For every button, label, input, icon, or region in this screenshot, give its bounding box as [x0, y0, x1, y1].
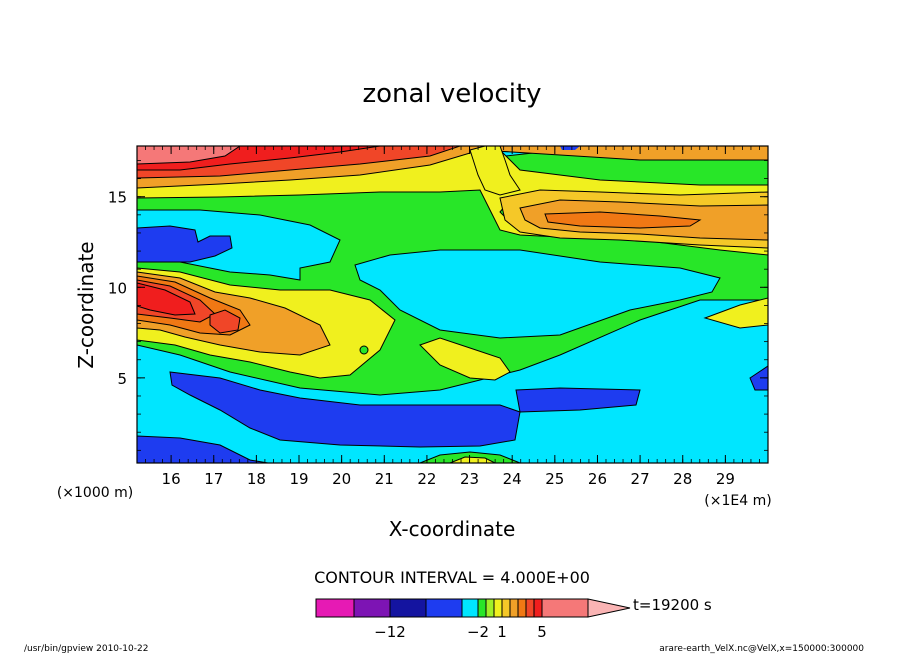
x-tick-label: 26: [588, 470, 607, 488]
footer-right: arare-earth_VelX.nc@VelX,x=150000:300000: [659, 644, 864, 654]
x-axis-ticks: 16 17 18 19 20 21 22 23 24 25 26 27 28 29: [136, 146, 769, 488]
right-edge-blue-cell: [749, 365, 768, 391]
x-tick-label: 28: [673, 470, 692, 488]
x-tick-label: 21: [375, 470, 394, 488]
y-axis-label: Z-coordinate: [74, 241, 98, 368]
contour-plot-area: [137, 146, 768, 463]
chart-title: zonal velocity: [362, 79, 541, 109]
right-yellow-edge: [703, 297, 768, 329]
colorbar-segment: [533, 598, 543, 618]
x-tick-label: 17: [204, 470, 223, 488]
yellow-vertical-plume: [469, 146, 521, 196]
colorbar-segment: [493, 598, 503, 618]
y-axis-ticks: 5 10 15: [108, 160, 768, 451]
x-tick-label: 20: [332, 470, 351, 488]
x-tick-label: 27: [631, 470, 650, 488]
colorbar-segment: [501, 598, 511, 618]
x-axis-label: X-coordinate: [389, 517, 516, 541]
colorbar: [315, 598, 631, 618]
x-unit-right: (×1E4 m): [704, 493, 771, 509]
colorbar-segment: [509, 598, 519, 618]
colorbar-tick-labels: −12 −2 1 5: [374, 623, 547, 641]
x-unit-left: (×1000 m): [57, 485, 133, 501]
colorbar-segment: [485, 598, 495, 618]
colorbar-segment: [541, 598, 589, 618]
lower-blue-band: [169, 371, 521, 448]
y-tick-label: 10: [108, 279, 127, 297]
colorbar-segment: [389, 598, 427, 618]
small-green-cell: [359, 345, 369, 355]
colorbar-segment: [461, 598, 479, 618]
colorbar-segment: [353, 598, 391, 618]
x-tick-label: 23: [460, 470, 479, 488]
footer-left: /usr/bin/gpview 2010-10-22: [24, 644, 148, 654]
colorbar-tick-label: 1: [497, 623, 507, 641]
y-tick-label: 5: [117, 370, 127, 388]
contour-interval: CONTOUR INTERVAL = 4.000E+00: [314, 568, 590, 587]
colorbar-tick-label: −2: [467, 623, 489, 641]
x-tick-label: 22: [417, 470, 436, 488]
bottom-left-blue-band: [137, 435, 269, 463]
x-tick-label: 24: [503, 470, 522, 488]
x-tick-label: 16: [162, 470, 181, 488]
left-jet-core: [137, 282, 196, 316]
colorbar-time-label: t=19200 s: [633, 596, 712, 614]
upper-left-low-speed-cell: [137, 225, 233, 263]
colorbar-segment: [425, 598, 463, 618]
deep-low-speed-core: [515, 387, 641, 413]
colorbar-tick-label: −12: [374, 623, 406, 641]
lower-yellow-blob: [419, 337, 511, 381]
colorbar-segment: [517, 598, 527, 618]
central-cyan-region: [354, 249, 721, 339]
colorbar-segment: [525, 598, 535, 618]
left-jet-secondary-core: [209, 309, 241, 334]
x-tick-label: 19: [289, 470, 308, 488]
x-tick-label: 29: [716, 470, 735, 488]
top-blue-spot: [560, 146, 580, 150]
colorbar-tick-label: 5: [537, 623, 547, 641]
colorbar-segment: [477, 598, 487, 618]
upper-right-jet-core: [544, 211, 702, 229]
colorbar-segment: [315, 598, 355, 618]
colorbar-arrow: [587, 598, 631, 618]
x-tick-label: 25: [545, 470, 564, 488]
y-tick-label: 15: [108, 189, 127, 207]
x-tick-label: 18: [247, 470, 266, 488]
top-salmon-corner: [137, 146, 241, 165]
